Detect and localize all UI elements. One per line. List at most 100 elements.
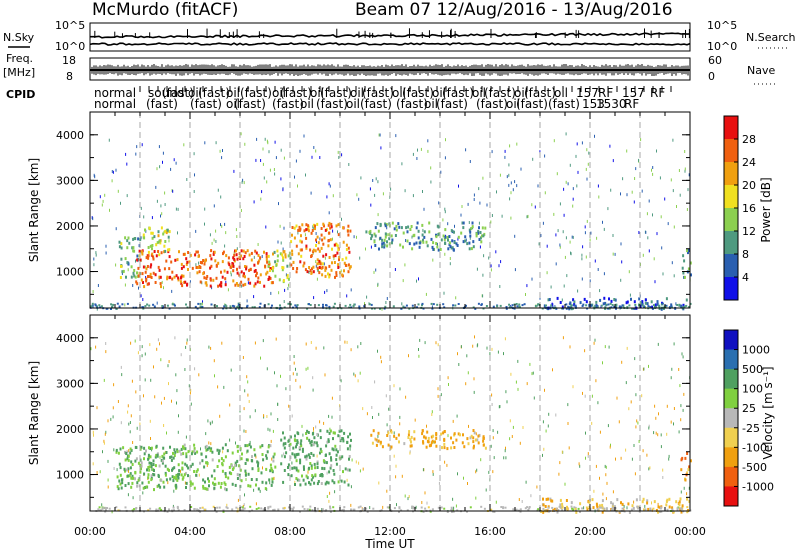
echo-speckle	[101, 503, 103, 507]
cpid-top-label: 157	[622, 86, 645, 100]
echo-speckle	[550, 285, 552, 289]
ground-scatter-cell	[292, 506, 295, 509]
echo-speckle	[631, 457, 633, 461]
echo-cell	[221, 260, 224, 264]
ground-scatter-cell	[283, 506, 286, 509]
ground-scatter-cell	[343, 506, 346, 509]
echo-cell	[649, 507, 652, 511]
echo-cell	[139, 258, 142, 262]
echo-speckle	[559, 245, 561, 249]
echo-cell	[181, 477, 184, 481]
echo-cell	[299, 227, 302, 231]
echo-cell	[149, 244, 152, 248]
echo-speckle	[278, 202, 279, 206]
echo-speckle	[670, 420, 672, 424]
echo-cell	[148, 465, 151, 469]
echo-cell	[455, 438, 458, 442]
echo-speckle	[310, 341, 312, 344]
echo-cell	[686, 249, 689, 253]
echo-speckle	[531, 277, 533, 281]
echo-cell	[309, 462, 312, 465]
echo-cell	[631, 504, 634, 508]
echo-speckle	[332, 194, 334, 198]
echo-speckle	[313, 296, 315, 300]
echo-speckle	[626, 346, 628, 350]
ground-scatter-cell	[446, 511, 449, 513]
echo-cell	[164, 249, 167, 253]
echo-cell	[205, 455, 208, 459]
echo-speckle	[370, 203, 372, 207]
echo-cell	[140, 250, 143, 254]
ground-scatter-cell	[670, 306, 673, 309]
echo-cell	[386, 240, 388, 244]
echo-cell	[478, 226, 480, 230]
echo-speckle	[590, 231, 592, 235]
echo-cell	[159, 241, 162, 245]
ground-scatter-cell	[352, 305, 355, 307]
cpid-top-label: normal	[94, 86, 136, 100]
echo-cell	[436, 245, 439, 249]
echo-speckle	[116, 468, 118, 472]
echo-speckle	[247, 281, 249, 285]
echo-cell	[269, 444, 272, 448]
echo-cell	[419, 241, 422, 245]
ground-scatter-cell	[253, 306, 256, 309]
echo-cell	[151, 244, 154, 247]
echo-cell	[395, 436, 398, 440]
echo-cell	[393, 434, 396, 438]
echo-cell	[145, 256, 148, 260]
echo-cell	[171, 475, 174, 479]
echo-speckle	[419, 338, 421, 342]
echo-cell	[399, 243, 402, 247]
echo-cell	[297, 452, 300, 456]
echo-speckle	[257, 243, 259, 246]
echo-speckle	[648, 199, 650, 203]
echo-speckle	[220, 195, 222, 199]
echo-cell	[145, 279, 148, 283]
echo-cell	[134, 237, 137, 240]
echo-speckle	[282, 247, 284, 251]
echo-cell	[309, 248, 312, 252]
ground-scatter-cell	[251, 306, 254, 309]
echo-speckle	[295, 367, 296, 371]
echo-speckle	[127, 268, 129, 272]
echo-speckle	[614, 252, 616, 256]
echo-cell	[173, 466, 176, 470]
echo-cell	[410, 444, 413, 448]
echo-cell	[440, 432, 443, 436]
freq-label: Freq.	[6, 52, 33, 65]
echo-cell	[482, 436, 485, 440]
echo-speckle	[229, 403, 231, 407]
echo-speckle	[626, 506, 628, 510]
echo-cell	[316, 460, 319, 464]
echo-cell	[201, 261, 203, 265]
echo-cell	[615, 303, 618, 307]
velocity-echo-cells	[90, 335, 692, 514]
nave-tick-bottom: 0	[708, 70, 715, 83]
echo-speckle	[638, 231, 640, 234]
ground-scatter-cell	[534, 305, 537, 307]
echo-speckle	[102, 199, 104, 203]
echo-cell	[265, 252, 268, 256]
ground-scatter-cell	[570, 505, 573, 508]
echo-cell	[586, 507, 589, 511]
echo-speckle	[130, 341, 132, 345]
echo-speckle	[329, 184, 331, 188]
echo-speckle	[221, 224, 223, 228]
echo-speckle	[659, 176, 661, 180]
echo-cell	[666, 498, 669, 502]
echo-cell	[303, 261, 306, 265]
echo-speckle	[564, 482, 566, 486]
ground-scatter-cell	[255, 508, 258, 510]
ground-scatter-cell	[142, 306, 145, 309]
echo-cell	[162, 446, 165, 450]
echo-cell	[259, 273, 262, 277]
echo-cell	[162, 456, 165, 460]
echo-speckle	[201, 302, 203, 306]
cpid-top-label: (fast)	[280, 86, 312, 100]
echo-speckle	[642, 449, 644, 453]
echo-cell	[270, 467, 273, 470]
echo-cell	[147, 453, 150, 457]
echo-speckle	[211, 286, 213, 290]
echo-cell	[334, 254, 337, 258]
